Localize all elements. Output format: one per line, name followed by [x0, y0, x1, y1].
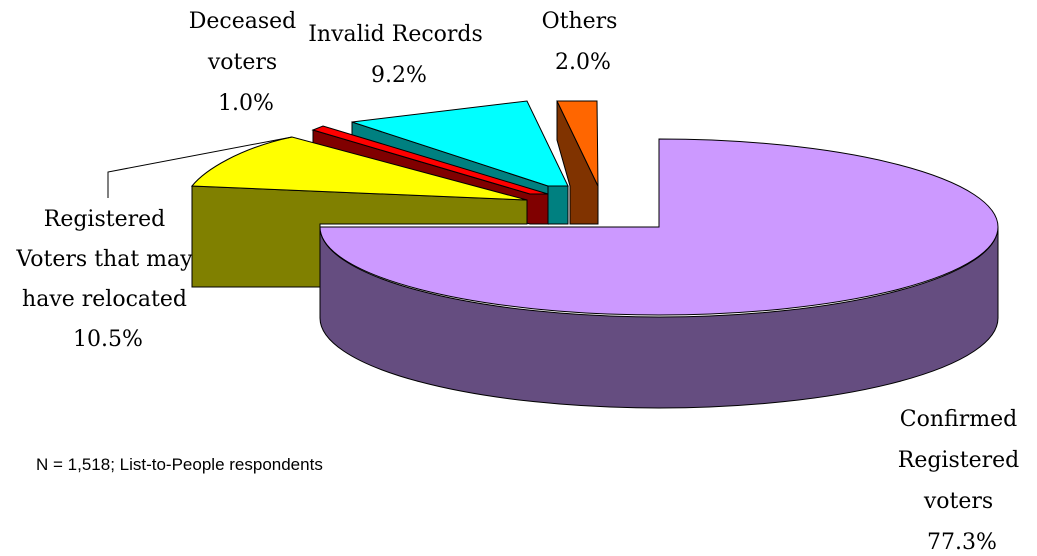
label-confirmed-line-3: voters	[923, 489, 993, 514]
slice-deceased-top	[311, 125, 549, 195]
label-relocated-line-3: have relocated	[22, 287, 187, 312]
label-invalid-value: 9.2%	[371, 63, 427, 88]
slice-tops-layer	[190, 100, 999, 316]
label-confirmed: Confirmed Registered voters 77.3%	[898, 407, 1026, 555]
label-deceased-line-1: Deceased	[189, 9, 297, 34]
label-others: Others 2.0%	[542, 9, 625, 75]
leader-line-relocated	[107, 136, 293, 198]
label-others-value: 2.0%	[555, 50, 611, 75]
label-invalid: Invalid Records 9.2%	[308, 22, 490, 88]
label-invalid-line-1: Invalid Records	[308, 22, 483, 47]
slice-confirmed-side	[319, 226, 999, 409]
label-deceased: Deceased voters 1.0%	[189, 9, 304, 116]
label-confirmed-line-1: Confirmed	[900, 407, 1017, 432]
label-deceased-value: 1.0%	[218, 91, 274, 116]
label-confirmed-value: 77.3%	[927, 530, 997, 555]
slice-invalid-top	[351, 100, 569, 187]
label-confirmed-line-2: Registered	[898, 448, 1019, 473]
slice-others-top	[556, 100, 599, 187]
label-relocated-line-1: Registered	[44, 207, 165, 232]
label-others-line-1: Others	[542, 9, 618, 34]
slice-confirmed-top	[319, 138, 999, 316]
sample-note: N = 1,518; List-to-People respondents	[36, 455, 323, 474]
label-relocated-line-2: Voters that may	[15, 247, 193, 272]
slice-invalid-side-end	[547, 185, 569, 225]
data-labels: Deceased voters 1.0% Invalid Records 9.2…	[15, 9, 1026, 555]
label-deceased-line-2: voters	[207, 50, 277, 75]
label-relocated-value: 10.5%	[73, 327, 143, 352]
label-relocated: Registered Voters that may have relocate…	[15, 207, 199, 352]
